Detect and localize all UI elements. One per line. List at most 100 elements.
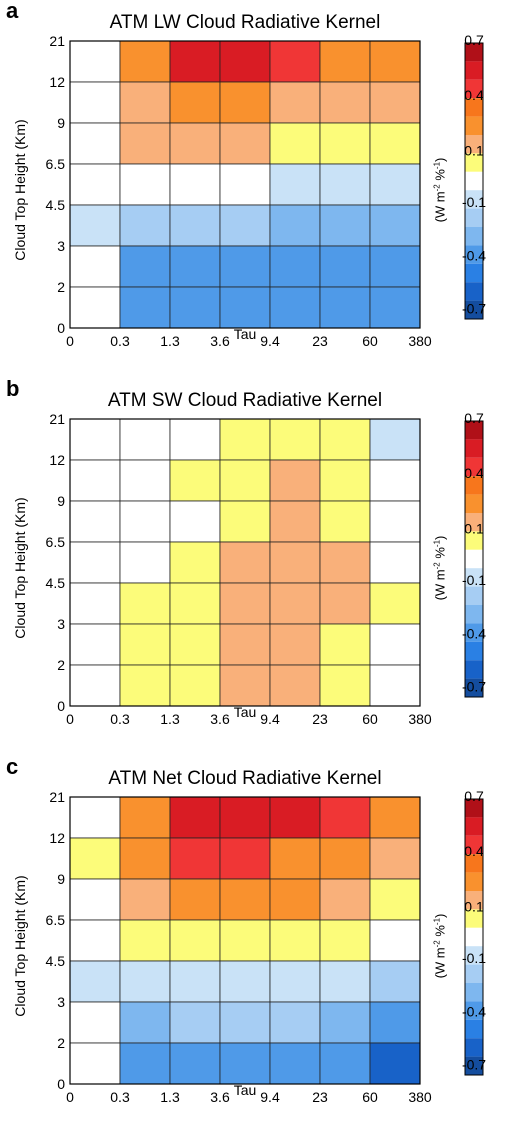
heatmap-cell xyxy=(169,1042,221,1085)
colorbar-label-part: -1 xyxy=(432,917,442,926)
colorbar-swatch xyxy=(465,171,483,191)
panel-c: c ATM Net Cloud Radiative Kernel Cloud Top… xyxy=(0,754,508,1134)
heatmap-cell xyxy=(69,960,121,1003)
heatmap-cell xyxy=(169,418,221,461)
heatmap-cell xyxy=(119,960,171,1003)
colorbar-swatch xyxy=(465,98,483,117)
colorbar-swatch xyxy=(465,421,483,440)
colorbar-label-part: -1 xyxy=(432,539,442,548)
heatmap-cell xyxy=(169,40,221,83)
x-tick-label: 380 xyxy=(408,711,432,727)
heatmap-cell xyxy=(119,837,171,880)
heatmap-cell xyxy=(269,919,321,962)
heatmap-cell xyxy=(219,582,271,625)
colorbar-swatch xyxy=(465,605,483,624)
panel-letter: c xyxy=(6,754,19,779)
heatmap-cell xyxy=(169,582,221,625)
heatmap-cell xyxy=(369,163,421,206)
heatmap-cell xyxy=(169,541,221,584)
colorbar-tick-label: -0.1 xyxy=(462,194,486,210)
heatmap-cell xyxy=(219,459,271,502)
heatmap-cell xyxy=(169,286,221,329)
colorbar-label-part: (W m xyxy=(432,191,448,223)
heatmap-cell xyxy=(269,286,321,329)
colorbar-swatch xyxy=(465,153,483,172)
colorbar-swatch xyxy=(465,946,483,965)
colorbar-label: (W m-2 %-1) xyxy=(432,158,447,223)
heatmap-cell xyxy=(319,245,371,288)
heatmap-cell xyxy=(219,623,271,666)
panel-a: a ATM LW Cloud Radiative Kernel Cloud Top … xyxy=(0,0,508,378)
heatmap-cell xyxy=(219,919,271,962)
colorbar-tick-label: 0.4 xyxy=(464,843,484,859)
heatmap-cell xyxy=(319,286,371,329)
heatmap-cell xyxy=(269,664,321,707)
colorbar-swatch xyxy=(465,964,483,983)
colorbar-tick-label: 0.7 xyxy=(464,410,484,426)
colorbar-swatch xyxy=(465,263,483,283)
colorbar-tick-label: -0.7 xyxy=(462,1057,486,1073)
heatmap-cell xyxy=(269,623,321,666)
heatmap-cell xyxy=(269,81,321,124)
heatmap-cell xyxy=(369,878,421,921)
colorbar-tick-label: -0.7 xyxy=(462,679,486,695)
heatmap-cell xyxy=(119,541,171,584)
colorbar-swatch xyxy=(465,983,483,1002)
plot-frame xyxy=(69,40,421,329)
heatmap-cell xyxy=(169,623,221,666)
heatmap-cell xyxy=(219,1001,271,1044)
x-tick-label: 23 xyxy=(312,1089,328,1105)
colorbar-tick-label: 0.1 xyxy=(464,142,484,158)
colorbar-tick-label: -0.4 xyxy=(462,1003,486,1019)
heatmap-cell xyxy=(319,500,371,543)
y-tick-label: 2 xyxy=(57,279,65,295)
heatmap-cell xyxy=(219,204,271,247)
heatmap-cell xyxy=(369,664,421,707)
heatmap-cell xyxy=(269,837,321,880)
x-tick-label: 0.3 xyxy=(110,711,130,727)
y-tick-label: 0 xyxy=(57,1076,65,1092)
heatmap-cell xyxy=(369,204,421,247)
heatmap-cell xyxy=(169,163,221,206)
y-tick-label: 6.5 xyxy=(46,156,66,172)
colorbar-label-part: ) xyxy=(432,157,448,162)
y-tick-label: 9 xyxy=(57,871,65,887)
x-tick-label: 0 xyxy=(66,1089,74,1105)
colorbar-swatch xyxy=(465,135,483,154)
heatmap-cell xyxy=(219,878,271,921)
heatmap-cell xyxy=(119,245,171,288)
heatmap-cell xyxy=(69,418,121,461)
colorbar-label: (W m-2 %-1) xyxy=(432,914,447,979)
y-tick-label: 12 xyxy=(49,74,65,90)
colorbar-label-part: % xyxy=(432,925,448,941)
heatmap-cell xyxy=(269,459,321,502)
heatmap-cell xyxy=(169,837,221,880)
colorbar-frame xyxy=(464,798,484,1076)
x-tick-label: 0.3 xyxy=(110,1089,130,1105)
y-axis-label: Cloud Top Height (Km) xyxy=(12,497,28,639)
x-tick-label: 0.3 xyxy=(110,333,130,349)
heatmap-cell xyxy=(169,1001,221,1044)
panel-b: b ATM SW Cloud Radiative Kernel Cloud Top … xyxy=(0,376,508,756)
x-tick-label: 0 xyxy=(66,333,74,349)
heatmap-cell xyxy=(169,919,221,962)
heatmap-cell xyxy=(69,1001,121,1044)
heatmap-cell xyxy=(219,837,271,880)
colorbar-swatch xyxy=(465,494,483,513)
colorbar-tick-label: 0.7 xyxy=(464,32,484,48)
colorbar-swatch xyxy=(465,300,483,319)
colorbar-label-part: (W m xyxy=(432,569,448,601)
x-tick-label: 60 xyxy=(362,711,378,727)
heatmap-cell xyxy=(69,623,121,666)
heatmap-cell xyxy=(69,163,121,206)
y-tick-label: 4.5 xyxy=(46,197,66,213)
heatmap-cell xyxy=(119,582,171,625)
heatmap-cell xyxy=(119,81,171,124)
colorbar-swatch xyxy=(465,61,483,80)
heatmap-cell xyxy=(219,664,271,707)
heatmap-cell xyxy=(319,418,371,461)
heatmap-cell xyxy=(219,1042,271,1085)
colorbar-swatch xyxy=(465,116,483,135)
heatmap-cell xyxy=(119,878,171,921)
